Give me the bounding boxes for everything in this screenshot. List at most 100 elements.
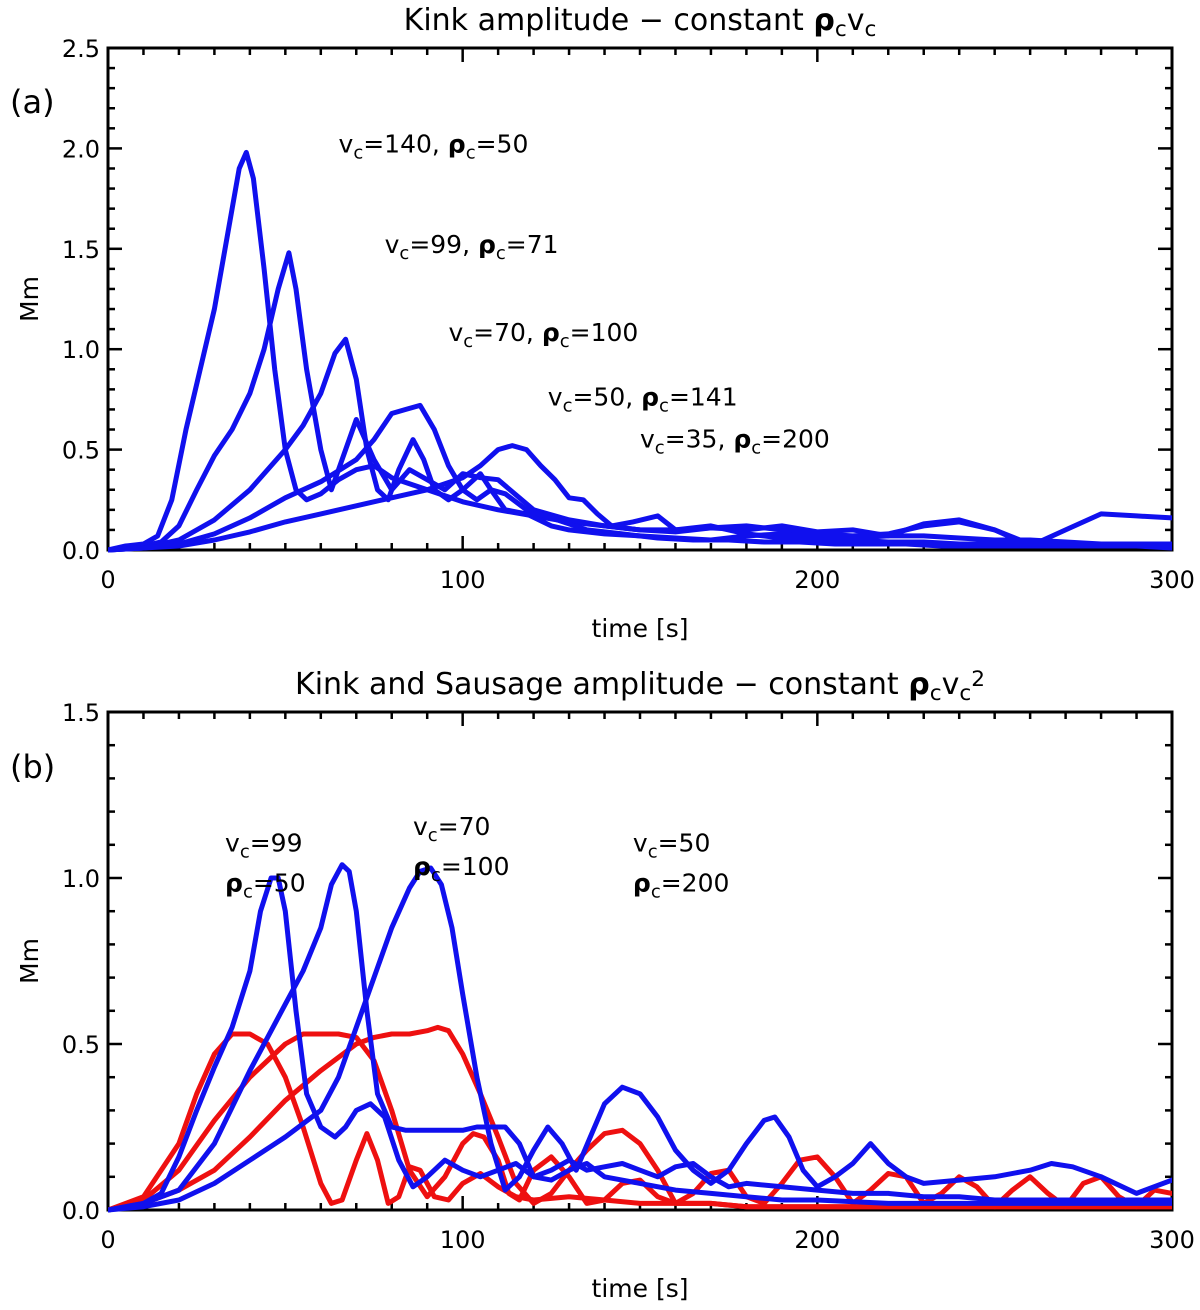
ann-rhoc: =71	[506, 230, 559, 259]
ann-sub: c	[651, 881, 661, 902]
math-part: c	[864, 17, 876, 42]
ann-vc: =50	[658, 828, 711, 857]
y-tick-label: 0.0	[62, 1197, 100, 1225]
ann-sub: c	[659, 395, 669, 416]
curve-annotation: vc=70, ρc=100	[448, 318, 638, 352]
curve-annotation: vc=50, ρc=141	[548, 382, 738, 416]
ann-rho: ρ	[413, 852, 431, 881]
math-part: 2	[971, 667, 985, 692]
chart-title: Kink amplitude − constant ρcvc	[404, 3, 877, 42]
ann-v: v	[225, 828, 240, 857]
ann-v: v	[633, 828, 648, 857]
ann-sub: c	[243, 881, 253, 902]
ann-v: v	[640, 425, 655, 454]
y-tick-label: 2.0	[62, 135, 100, 163]
plot-frame	[106, 710, 1174, 1212]
ann-v: v	[385, 230, 400, 259]
ann-sub: c	[563, 395, 573, 416]
ann-v: v	[548, 382, 563, 411]
y-tick-label: 0.0	[62, 537, 100, 565]
y-axis-label: Mm	[15, 938, 44, 984]
ann-sub: c	[240, 841, 250, 862]
chart-title: Kink and Sausage amplitude − constant ρc…	[295, 667, 985, 706]
series-group	[108, 862, 1172, 1213]
ann-sub: c	[655, 438, 665, 459]
math-part: c	[959, 681, 971, 706]
ann-rhoc: =100	[570, 318, 639, 347]
ann-rhoc: =141	[669, 382, 738, 411]
x-tick-label: 300	[1149, 566, 1195, 594]
y-tick-label: 1.5	[62, 236, 100, 264]
math-part: v	[942, 667, 960, 702]
math-part: c	[835, 17, 847, 42]
ann-sub: c	[648, 841, 658, 862]
y-tick-label: 2.5	[62, 35, 100, 63]
title-text: Kink amplitude − constant	[404, 3, 814, 38]
series-line	[108, 1031, 1172, 1213]
ann-rhoc: =100	[441, 852, 510, 881]
ann-sub: c	[463, 331, 473, 352]
ann-sub: c	[353, 142, 363, 163]
curve-annotation: vc=140, ρc=50	[339, 129, 529, 163]
ann-vc: =70	[438, 812, 491, 841]
ann-vc: =70,	[473, 318, 542, 347]
ann-v: v	[339, 129, 354, 158]
ann-sub: c	[431, 865, 441, 886]
ann-vc: =140,	[363, 129, 448, 158]
ann-vc: =50,	[572, 382, 641, 411]
x-tick-label: 0	[100, 566, 115, 594]
x-tick-label: 300	[1149, 1226, 1195, 1254]
y-tick-label: 1.0	[62, 865, 100, 893]
ann-rhoc: =50	[253, 868, 306, 897]
x-axis-label: time [s]	[592, 1274, 689, 1303]
curve-annotation-vc: vc=70	[413, 812, 490, 846]
ann-sub: c	[399, 243, 409, 264]
ann-vc: =99	[250, 828, 303, 857]
panel-label: (b)	[10, 748, 55, 786]
ann-sub: c	[560, 331, 570, 352]
y-tick-label: 1.0	[62, 336, 100, 364]
x-tick-label: 100	[440, 1226, 486, 1254]
title-text: Kink and Sausage amplitude − constant	[295, 667, 908, 702]
x-tick-label: 200	[794, 566, 840, 594]
series-line	[108, 402, 1172, 553]
series-line	[108, 149, 1172, 553]
ann-rhoc: =200	[761, 425, 830, 454]
ann-rho: ρ	[633, 868, 651, 897]
series-line	[108, 862, 1172, 1213]
curve-annotation-rhoc: ρc=100	[413, 852, 509, 886]
ann-rho: ρ	[542, 318, 560, 347]
series-line	[108, 443, 1172, 553]
panel-label: (a)	[10, 83, 55, 121]
curve-annotation: vc=99, ρc=71	[385, 230, 559, 264]
curve-annotation: vc=35, ρc=200	[640, 425, 830, 459]
ann-rho: ρ	[733, 425, 751, 454]
ann-rhoc: =50	[476, 129, 529, 158]
ann-sub: c	[496, 243, 506, 264]
ann-sub: c	[428, 825, 438, 846]
ann-rho: ρ	[641, 382, 659, 411]
ann-vc: =99,	[409, 230, 478, 259]
math-part: c	[930, 681, 942, 706]
curve-annotation-rhoc: ρc=50	[225, 868, 306, 902]
x-tick-label: 0	[100, 1226, 115, 1254]
curve-annotation-rhoc: ρc=200	[633, 868, 729, 902]
x-tick-label: 100	[440, 566, 486, 594]
y-tick-label: 1.5	[62, 699, 100, 727]
ann-v: v	[448, 318, 463, 347]
series-line	[108, 250, 1172, 553]
series-line	[108, 875, 1172, 1213]
curve-annotation-vc: vc=99	[225, 828, 302, 862]
math-part: ρ	[908, 667, 929, 702]
ann-sub: c	[466, 142, 476, 163]
math-part: v	[847, 3, 865, 38]
series-line	[108, 865, 1172, 1213]
ann-vc: =35,	[665, 425, 734, 454]
ann-rho: ρ	[225, 868, 243, 897]
ann-rho: ρ	[478, 230, 496, 259]
y-tick-label: 0.5	[62, 437, 100, 465]
y-axis-label: Mm	[15, 276, 44, 322]
y-tick-label: 0.5	[62, 1031, 100, 1059]
